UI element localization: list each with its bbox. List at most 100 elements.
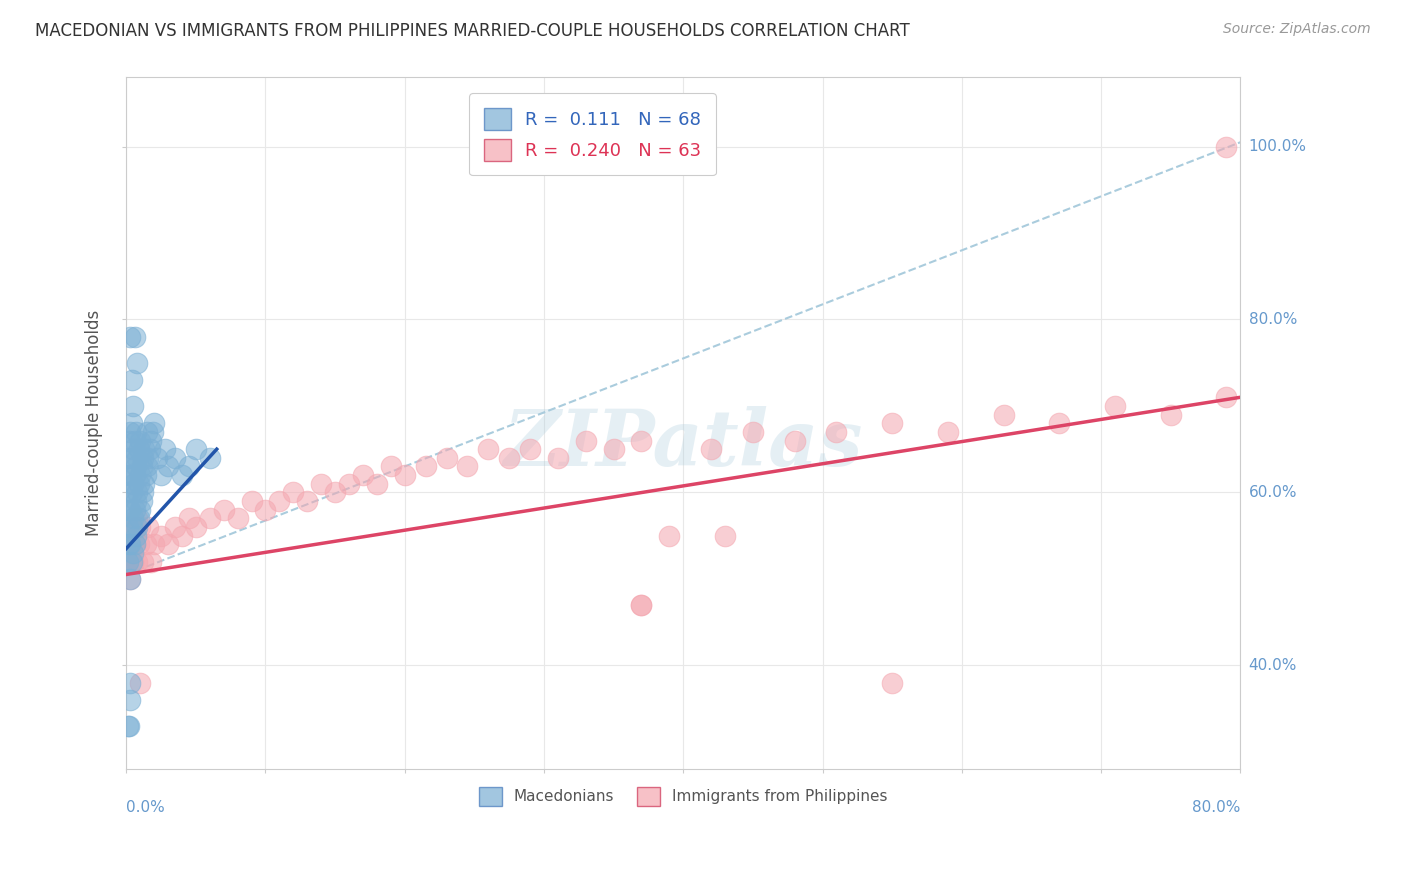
Point [163, 520, 186, 534]
Point [415, 459, 437, 474]
Point [198, 511, 221, 525]
Point [630, 434, 652, 448]
Point [131, 459, 153, 474]
Text: 80.0%: 80.0% [1192, 799, 1240, 814]
Point [128, 442, 150, 457]
Point [122, 511, 145, 525]
Point [122, 555, 145, 569]
Point [498, 450, 520, 465]
Point [120, 468, 142, 483]
Point [127, 555, 149, 569]
Point [630, 598, 652, 612]
Point [118, 434, 141, 448]
Point [122, 476, 145, 491]
Point [141, 555, 163, 569]
Point [825, 425, 848, 439]
Point [120, 425, 142, 439]
Point [122, 555, 145, 569]
Point [120, 572, 142, 586]
Point [155, 442, 177, 457]
Point [283, 485, 305, 500]
Point [121, 520, 143, 534]
Point [125, 528, 148, 542]
Point [134, 476, 156, 491]
Point [226, 511, 249, 525]
Point [124, 537, 146, 551]
Text: 60.0%: 60.0% [1249, 485, 1298, 500]
Point [394, 468, 416, 483]
Point [117, 520, 139, 534]
Point [156, 459, 179, 474]
Point [309, 476, 332, 491]
Point [337, 476, 360, 491]
Point [118, 502, 141, 516]
Point [436, 450, 458, 465]
Point [129, 468, 152, 483]
Point [121, 450, 143, 465]
Point [602, 442, 624, 457]
Point [125, 494, 148, 508]
Point [124, 434, 146, 448]
Point [714, 528, 737, 542]
Point [163, 450, 186, 465]
Text: 0.0%: 0.0% [127, 799, 165, 814]
Point [352, 468, 374, 483]
Point [132, 450, 155, 465]
Point [141, 434, 163, 448]
Point [120, 502, 142, 516]
Point [120, 537, 142, 551]
Point [132, 485, 155, 500]
Point [150, 468, 173, 483]
Point [124, 537, 146, 551]
Point [366, 476, 388, 491]
Point [135, 468, 157, 483]
Point [575, 434, 598, 448]
Point [135, 537, 157, 551]
Point [269, 494, 291, 508]
Point [150, 528, 173, 542]
Point [297, 494, 319, 508]
Point [125, 520, 148, 534]
Point [127, 450, 149, 465]
Point [117, 555, 139, 569]
Point [124, 502, 146, 516]
Point [254, 502, 277, 516]
Point [1160, 408, 1182, 422]
Point [212, 502, 235, 516]
Point [117, 485, 139, 500]
Point [138, 520, 160, 534]
Point [882, 675, 904, 690]
Point [184, 442, 207, 457]
Point [1047, 416, 1070, 430]
Point [936, 425, 959, 439]
Point [547, 450, 569, 465]
Point [120, 330, 142, 344]
Point [170, 528, 193, 542]
Point [127, 485, 149, 500]
Point [138, 450, 160, 465]
Point [134, 442, 156, 457]
Point [143, 537, 166, 551]
Point [630, 598, 652, 612]
Point [240, 494, 263, 508]
Text: 40.0%: 40.0% [1249, 657, 1296, 673]
Point [128, 511, 150, 525]
Point [1104, 399, 1126, 413]
Point [143, 416, 166, 430]
Legend: Macedonians, Immigrants from Philippines: Macedonians, Immigrants from Philippines [471, 780, 896, 814]
Point [993, 408, 1015, 422]
Point [142, 425, 165, 439]
Point [121, 373, 143, 387]
Point [519, 442, 541, 457]
Point [198, 450, 221, 465]
Text: MACEDONIAN VS IMMIGRANTS FROM PHILIPPINES MARRIED-COUPLE HOUSEHOLDS CORRELATION : MACEDONIAN VS IMMIGRANTS FROM PHILIPPINE… [35, 22, 910, 40]
Point [139, 442, 162, 457]
Point [882, 416, 904, 430]
Point [132, 555, 155, 569]
Point [146, 450, 169, 465]
Point [456, 459, 478, 474]
Point [131, 494, 153, 508]
Point [127, 511, 149, 525]
Point [136, 459, 159, 474]
Point [156, 537, 179, 551]
